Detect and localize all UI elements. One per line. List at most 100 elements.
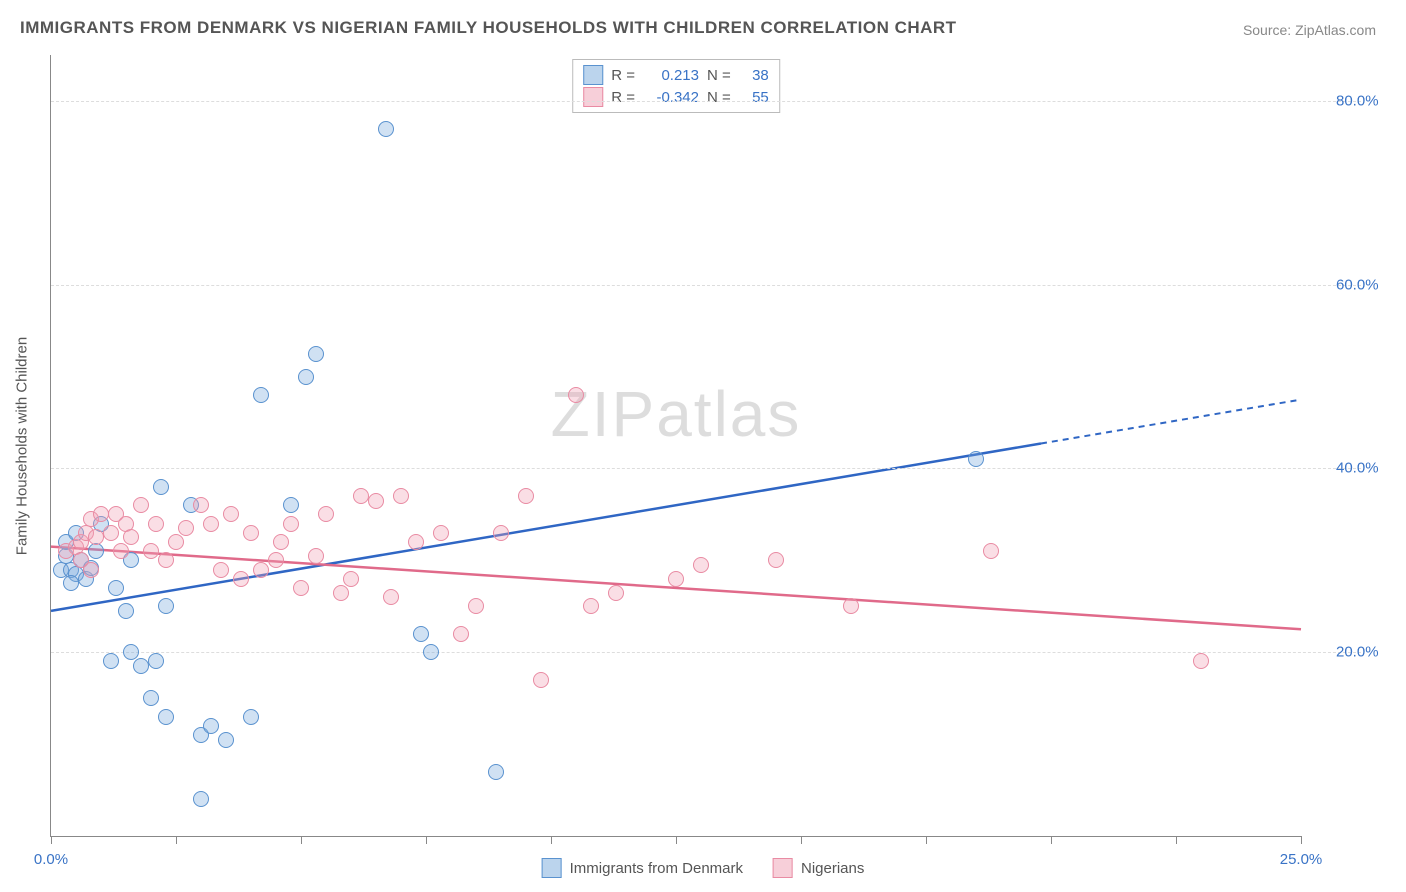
- scatter-point-nigerians: [203, 516, 219, 532]
- scatter-point-denmark: [158, 709, 174, 725]
- scatter-point-denmark: [133, 658, 149, 674]
- x-tick: [926, 836, 927, 844]
- scatter-point-nigerians: [533, 672, 549, 688]
- gridline: [51, 285, 1361, 286]
- scatter-point-denmark: [413, 626, 429, 642]
- plot-area: ZIPatlas R = 0.213 N = 38 R = -0.342 N =…: [50, 55, 1301, 837]
- swatch-blue: [542, 858, 562, 878]
- scatter-point-nigerians: [318, 506, 334, 522]
- scatter-point-nigerians: [93, 506, 109, 522]
- y-tick-label: 80.0%: [1336, 92, 1396, 109]
- scatter-point-nigerians: [768, 552, 784, 568]
- scatter-point-nigerians: [453, 626, 469, 642]
- scatter-point-nigerians: [168, 534, 184, 550]
- scatter-point-nigerians: [113, 543, 129, 559]
- scatter-point-nigerians: [668, 571, 684, 587]
- scatter-point-denmark: [308, 346, 324, 362]
- gridline: [51, 101, 1361, 102]
- scatter-point-denmark: [63, 575, 79, 591]
- x-tick: [676, 836, 677, 844]
- scatter-point-nigerians: [308, 548, 324, 564]
- legend-label: Nigerians: [801, 860, 864, 877]
- scatter-point-nigerians: [83, 562, 99, 578]
- x-tick: [301, 836, 302, 844]
- scatter-point-nigerians: [493, 525, 509, 541]
- scatter-point-denmark: [108, 580, 124, 596]
- x-tick: [551, 836, 552, 844]
- series-legend: Immigrants from Denmark Nigerians: [542, 858, 865, 878]
- scatter-point-denmark: [158, 598, 174, 614]
- scatter-point-denmark: [488, 764, 504, 780]
- x-tick: [1301, 836, 1302, 844]
- scatter-point-nigerians: [343, 571, 359, 587]
- scatter-point-nigerians: [1193, 653, 1209, 669]
- scatter-point-nigerians: [253, 562, 269, 578]
- scatter-point-nigerians: [273, 534, 289, 550]
- scatter-point-nigerians: [283, 516, 299, 532]
- scatter-point-nigerians: [693, 557, 709, 573]
- scatter-point-nigerians: [368, 493, 384, 509]
- legend-item-nigerians: Nigerians: [773, 858, 864, 878]
- scatter-point-nigerians: [103, 525, 119, 541]
- scatter-point-nigerians: [243, 525, 259, 541]
- scatter-point-nigerians: [148, 516, 164, 532]
- swatch-pink: [773, 858, 793, 878]
- scatter-point-denmark: [118, 603, 134, 619]
- x-tick: [426, 836, 427, 844]
- scatter-point-nigerians: [233, 571, 249, 587]
- y-tick-label: 60.0%: [1336, 276, 1396, 293]
- scatter-point-denmark: [378, 121, 394, 137]
- scatter-point-nigerians: [843, 598, 859, 614]
- y-tick-label: 20.0%: [1336, 644, 1396, 661]
- legend-item-denmark: Immigrants from Denmark: [542, 858, 743, 878]
- scatter-point-nigerians: [608, 585, 624, 601]
- scatter-point-denmark: [253, 387, 269, 403]
- scatter-point-nigerians: [983, 543, 999, 559]
- scatter-point-nigerians: [133, 497, 149, 513]
- scatter-point-nigerians: [408, 534, 424, 550]
- scatter-point-nigerians: [143, 543, 159, 559]
- scatter-point-nigerians: [333, 585, 349, 601]
- x-tick: [176, 836, 177, 844]
- scatter-point-nigerians: [383, 589, 399, 605]
- scatter-point-denmark: [283, 497, 299, 513]
- scatter-point-nigerians: [158, 552, 174, 568]
- scatter-point-denmark: [153, 479, 169, 495]
- scatter-point-denmark: [193, 791, 209, 807]
- chart-title: IMMIGRANTS FROM DENMARK VS NIGERIAN FAMI…: [20, 18, 957, 38]
- trend-line-nigerians: [51, 547, 1301, 630]
- scatter-point-nigerians: [193, 497, 209, 513]
- scatter-point-denmark: [968, 451, 984, 467]
- x-tick: [1176, 836, 1177, 844]
- x-tick: [1051, 836, 1052, 844]
- trend-line-denmark-extrapolated: [1041, 400, 1301, 444]
- scatter-point-nigerians: [568, 387, 584, 403]
- scatter-point-denmark: [423, 644, 439, 660]
- x-tick-label: 0.0%: [34, 851, 68, 868]
- x-tick: [801, 836, 802, 844]
- gridline: [51, 468, 1361, 469]
- y-axis-label: Family Households with Children: [14, 337, 31, 555]
- scatter-point-denmark: [203, 718, 219, 734]
- scatter-point-nigerians: [393, 488, 409, 504]
- chart-container: IMMIGRANTS FROM DENMARK VS NIGERIAN FAMI…: [0, 0, 1406, 892]
- scatter-point-denmark: [103, 653, 119, 669]
- scatter-point-denmark: [298, 369, 314, 385]
- scatter-point-nigerians: [433, 525, 449, 541]
- scatter-point-nigerians: [213, 562, 229, 578]
- gridline: [51, 652, 1361, 653]
- scatter-point-denmark: [243, 709, 259, 725]
- trend-lines: [51, 55, 1301, 836]
- scatter-point-nigerians: [583, 598, 599, 614]
- scatter-point-denmark: [143, 690, 159, 706]
- scatter-point-nigerians: [293, 580, 309, 596]
- scatter-point-denmark: [218, 732, 234, 748]
- x-tick: [51, 836, 52, 844]
- scatter-point-nigerians: [518, 488, 534, 504]
- scatter-point-nigerians: [88, 529, 104, 545]
- scatter-point-nigerians: [223, 506, 239, 522]
- y-tick-label: 40.0%: [1336, 460, 1396, 477]
- scatter-point-denmark: [88, 543, 104, 559]
- scatter-point-nigerians: [178, 520, 194, 536]
- scatter-point-nigerians: [353, 488, 369, 504]
